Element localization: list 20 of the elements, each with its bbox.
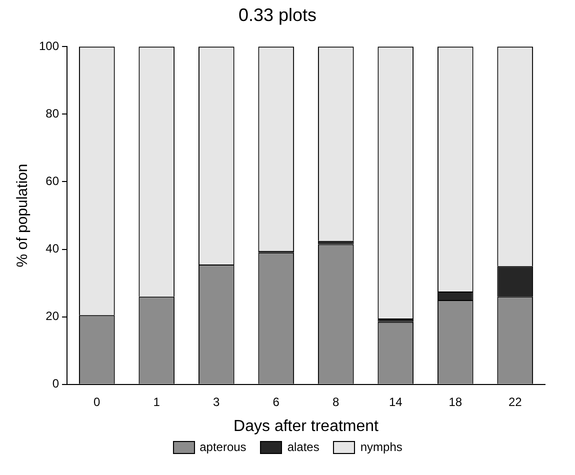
y-tick-label: 0 (52, 376, 60, 391)
y-tick-label: 100 (38, 38, 60, 53)
x-tick-label: 14 (388, 394, 403, 409)
x-tick-label: 3 (213, 394, 220, 409)
x-axis-title: Days after treatment (234, 418, 380, 435)
x-tick-label: 8 (332, 394, 340, 409)
y-tick-label: 40 (46, 242, 60, 256)
legend-label: alates (287, 440, 320, 454)
y-axis-title: % of population (14, 164, 32, 268)
y-tick-label: 20 (46, 309, 60, 324)
legend-label: nymphs (360, 440, 402, 454)
y-tick-label: 80 (46, 106, 60, 120)
x-tick-label: 22 (508, 394, 522, 409)
x-tick-label: 0 (94, 394, 101, 409)
legend-label: apterous (200, 440, 246, 454)
x-tick-label: 18 (448, 394, 462, 409)
chart-title: 0.33 plots (238, 4, 317, 25)
x-tick-label: 1 (153, 394, 160, 409)
y-tick-label: 60 (46, 174, 60, 188)
x-tick-label: 6 (272, 394, 280, 409)
